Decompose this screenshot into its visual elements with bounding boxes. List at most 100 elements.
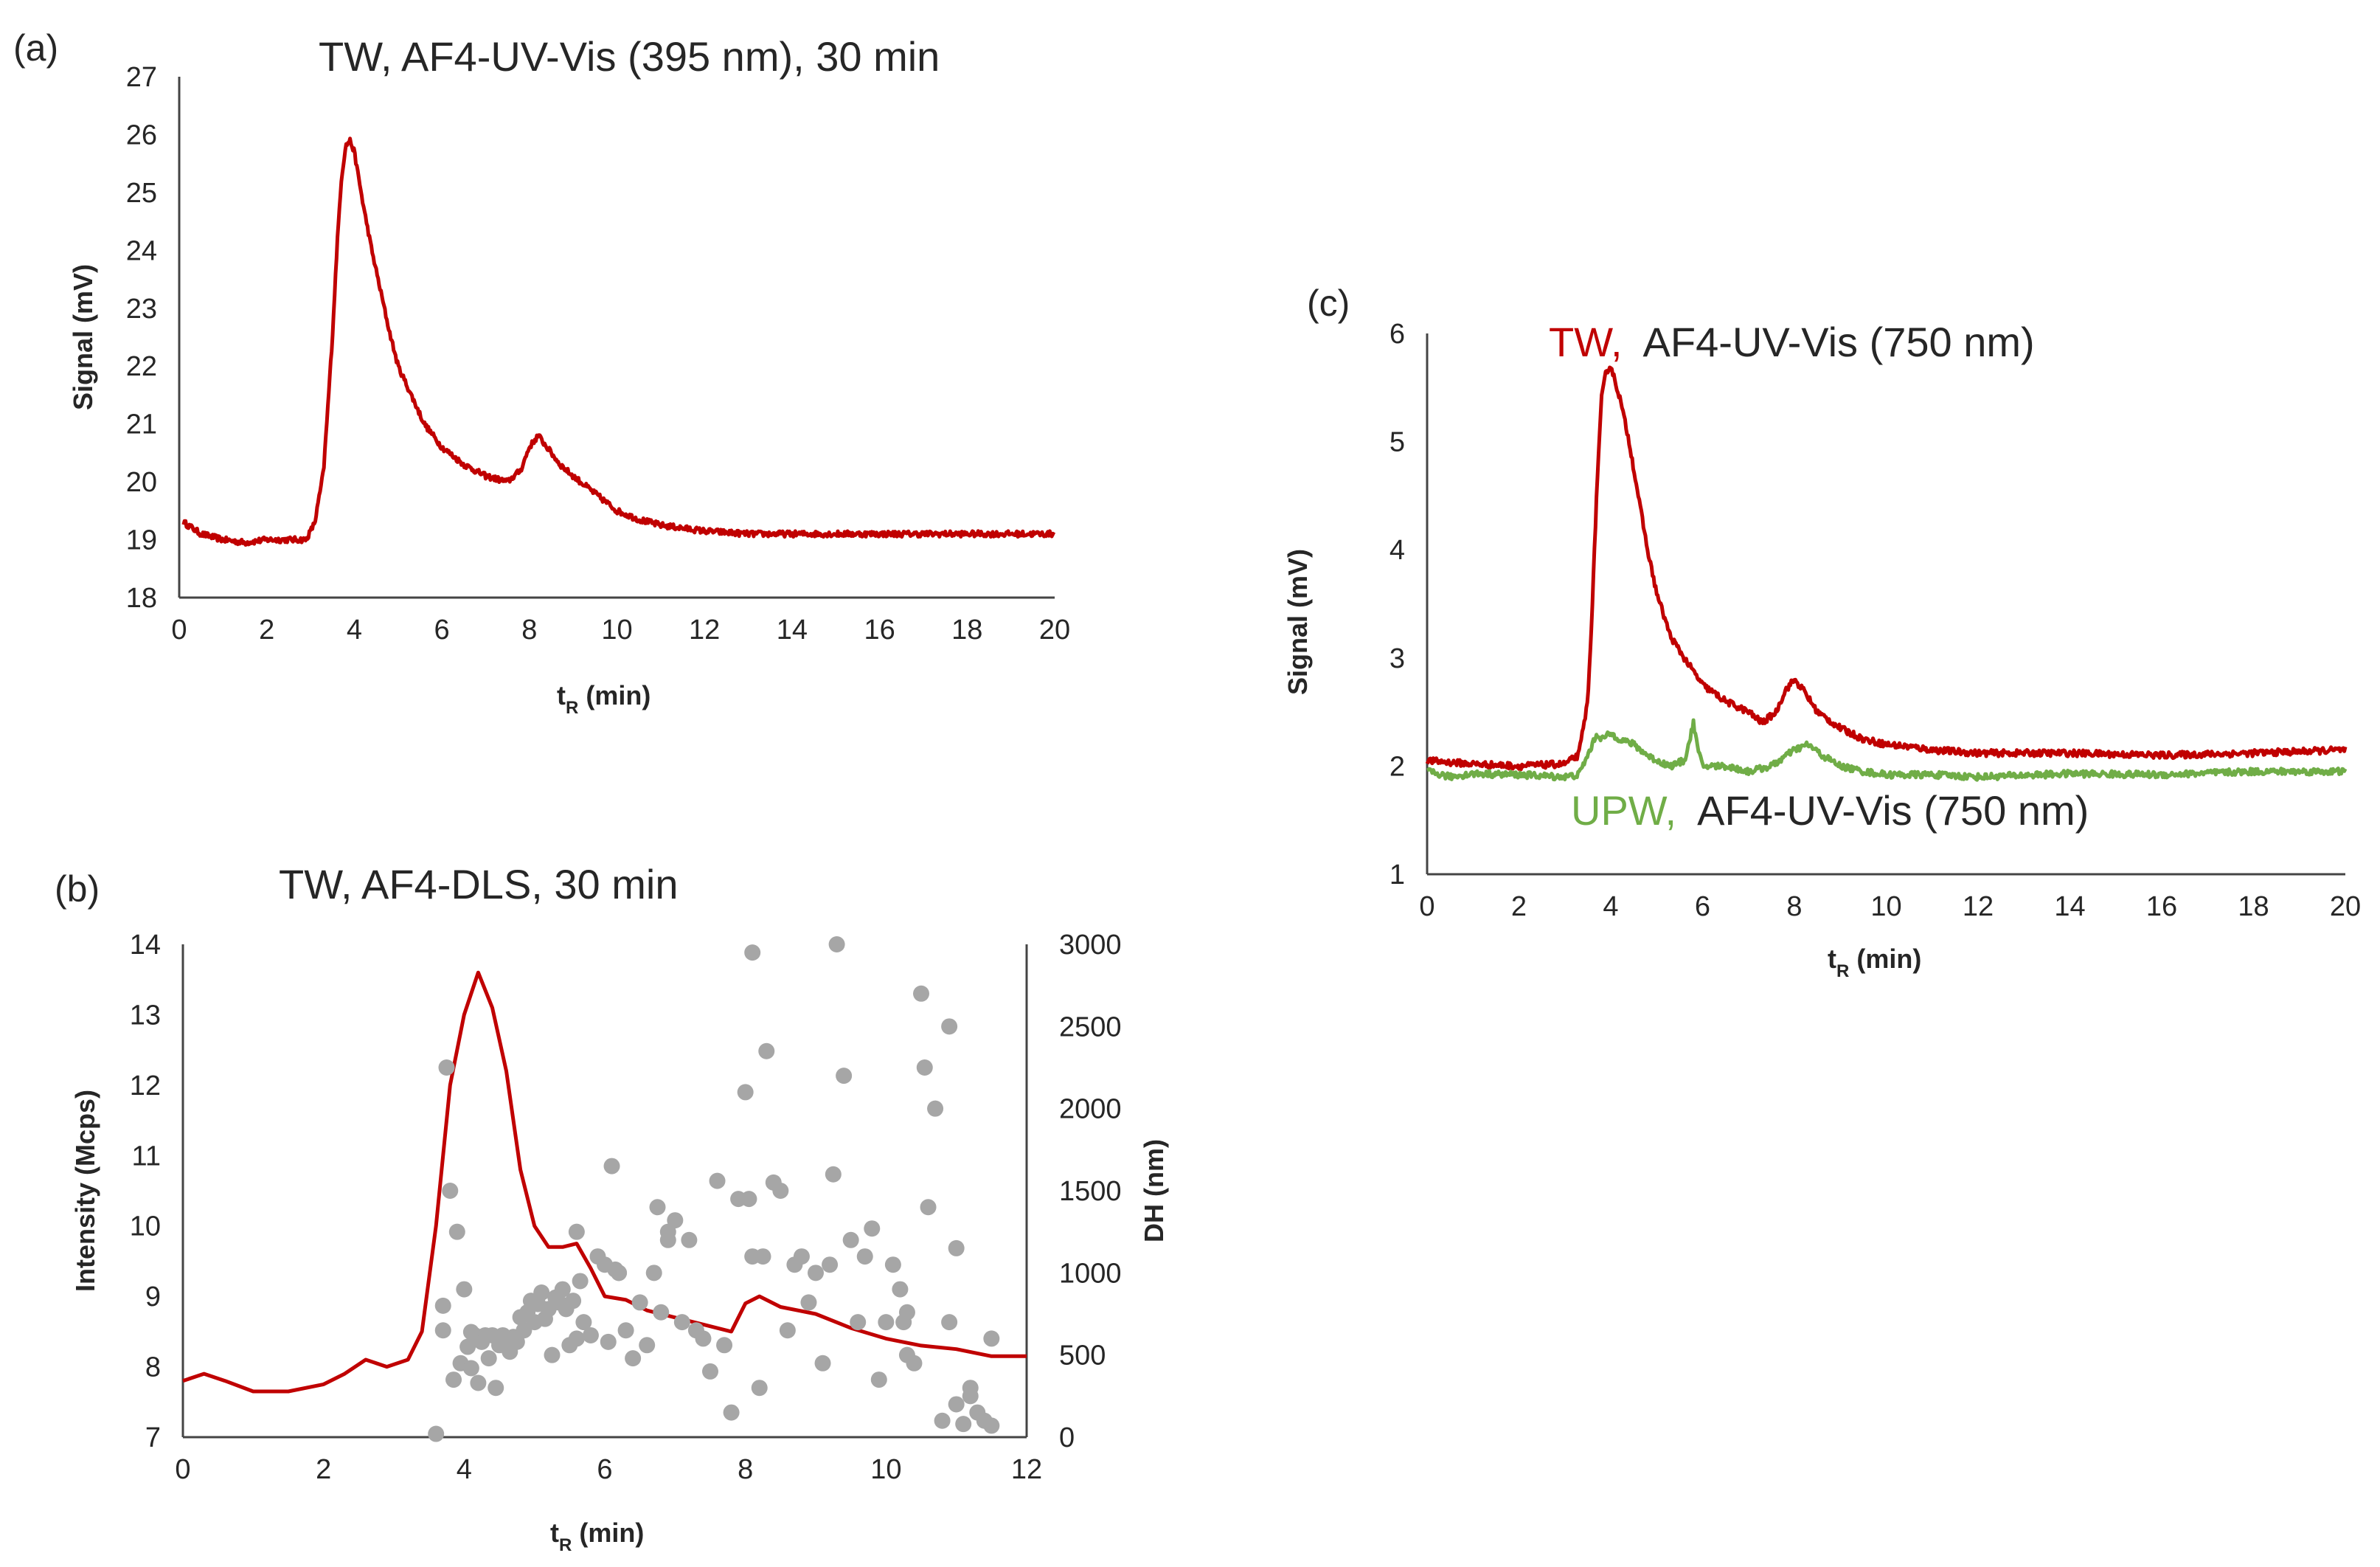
dh-scatter-point	[603, 1158, 620, 1175]
panel-a-x-ticks: 0 2 4 6 8 10 12 14 16 18 20	[171, 615, 1070, 646]
panel-b-y2-label: DH (nm)	[1139, 1139, 1169, 1242]
dh-scatter-point	[480, 1350, 497, 1367]
dh-scatter-point	[673, 1314, 690, 1331]
x-tick-label: 20	[1039, 615, 1070, 646]
dh-scatter-point	[884, 1256, 901, 1273]
x-tick-label: 10	[1870, 891, 1901, 922]
panel-a-y-label: Signal (mV)	[68, 264, 98, 410]
x-tick-label: 12	[1011, 1454, 1042, 1485]
x-tick-label: 10	[870, 1454, 901, 1485]
y2-tick-label: 2000	[1059, 1094, 1122, 1125]
x-tick-label: 8	[1786, 891, 1802, 922]
dh-scatter-point	[962, 1388, 979, 1405]
dh-scatter-point	[793, 1248, 810, 1265]
x-tick-label: 10	[601, 615, 632, 646]
dh-scatter-point	[740, 1191, 757, 1208]
dh-scatter-point	[779, 1322, 796, 1339]
x-tick-label: 0	[171, 615, 187, 646]
dh-scatter-point	[681, 1231, 698, 1248]
y2-tick-label: 3000	[1059, 930, 1122, 961]
dh-scatter-point	[600, 1333, 617, 1350]
dh-scatter-point	[913, 985, 929, 1002]
x-tick-label: 12	[689, 615, 720, 646]
dh-scatter-point	[836, 1068, 853, 1085]
dh-scatter-point	[582, 1326, 599, 1343]
dh-scatter-point	[870, 1371, 887, 1388]
panel-c-legend-upw-rest: AF4-UV-Vis (750 nm)	[1676, 787, 2089, 834]
dh-scatter-point	[723, 1404, 740, 1421]
dh-scatter-point	[462, 1324, 479, 1341]
dh-scatter-point	[653, 1304, 670, 1321]
panel-c-title-rest: AF4-UV-Vis (750 nm)	[1623, 319, 2035, 365]
dh-scatter-point	[442, 1183, 459, 1199]
dh-scatter-point	[906, 1355, 923, 1371]
panel-c-legend-upw-label: UPW,	[1571, 787, 1676, 834]
y-tick-label: 1	[1390, 859, 1405, 890]
dh-scatter-point	[842, 1231, 859, 1248]
panel-c-title: TW, AF4-UV-Vis (750 nm)	[1549, 319, 2035, 365]
y-tick-label: 6	[1390, 319, 1405, 350]
dh-scatter-point	[695, 1330, 712, 1347]
x-tick-label: 8	[738, 1454, 753, 1485]
x-tick-label: 2	[1511, 891, 1527, 922]
y-tick-label: 11	[132, 1141, 161, 1172]
x-tick-label: 4	[347, 615, 362, 646]
dh-scatter-point	[544, 1346, 561, 1363]
y2-tick-label: 1500	[1059, 1176, 1122, 1207]
dh-scatter-point	[709, 1172, 726, 1189]
dh-scatter-point	[470, 1374, 487, 1391]
x-tick-label: 2	[316, 1454, 331, 1485]
series-line-intensity	[182, 970, 1027, 1394]
dh-scatter-point	[955, 1416, 972, 1433]
panel-b-y-label: Intensity (Mcps)	[70, 1090, 100, 1292]
panel-c-y-label: Signal (mV)	[1283, 549, 1313, 695]
dh-scatter-point	[445, 1371, 462, 1388]
dh-scatter-point	[702, 1363, 718, 1380]
panel-c-x-label: tR (min)	[1828, 944, 1921, 981]
dh-scatter-point	[625, 1350, 642, 1367]
x-tick-label: 0	[1419, 891, 1434, 922]
y-tick-label: 24	[126, 235, 157, 266]
dh-scatter-point	[850, 1314, 867, 1331]
dh-scatter-point	[864, 1220, 881, 1237]
panel-b-title: TW, AF4-DLS, 30 min	[279, 861, 679, 907]
panel-a-label: (a)	[13, 27, 58, 69]
panel-b-series-group	[182, 936, 1027, 1442]
dh-scatter-point	[898, 1304, 915, 1321]
panel-a-y-ticks: 18 19 20 21 22 23 24 25 26 27	[126, 62, 157, 614]
panel-b-label: (b)	[55, 868, 100, 910]
dh-scatter-point	[828, 936, 845, 952]
y-tick-label: 2	[1390, 751, 1405, 782]
series-line-upw	[1426, 718, 2348, 782]
dh-scatter-point	[428, 1425, 445, 1442]
dh-scatter-point	[572, 1273, 589, 1290]
panel-c-x-ticks: 0 2 4 6 8 10 12 14 16 18 20	[1419, 891, 2361, 922]
y-tick-label: 4	[1390, 535, 1405, 566]
y-tick-label: 22	[126, 351, 157, 382]
x-tick-label: 18	[2238, 891, 2269, 922]
x-tick-label: 14	[2054, 891, 2085, 922]
y-tick-label: 18	[126, 583, 157, 614]
x-tick-label: 18	[951, 615, 982, 646]
y-tick-label: 23	[126, 294, 157, 325]
dh-scatter-point	[744, 944, 761, 961]
y-tick-label: 26	[126, 120, 157, 151]
dh-scatter-point	[434, 1322, 451, 1339]
panel-b: (b) TW, AF4-DLS, 30 min 0 2 4 6 8 10 12 7 8 9 10 1…	[55, 861, 1169, 1555]
x-tick-label: 16	[864, 615, 895, 646]
x-tick-label: 8	[521, 615, 537, 646]
dh-scatter-point	[554, 1281, 571, 1298]
panel-a-series-group	[181, 136, 1056, 547]
dh-scatter-point	[737, 1084, 754, 1101]
dh-scatter-point	[744, 1248, 761, 1265]
dh-scatter-point	[568, 1223, 585, 1240]
y-tick-label: 9	[145, 1281, 161, 1312]
dh-scatter-point	[438, 1059, 455, 1076]
y-tick-label: 5	[1390, 427, 1405, 458]
dh-scatter-point	[772, 1183, 789, 1199]
y-tick-label: 3	[1390, 643, 1405, 674]
dh-scatter-point	[758, 1042, 775, 1059]
dh-scatter-point	[645, 1265, 662, 1281]
dh-scatter-point	[941, 1314, 958, 1331]
